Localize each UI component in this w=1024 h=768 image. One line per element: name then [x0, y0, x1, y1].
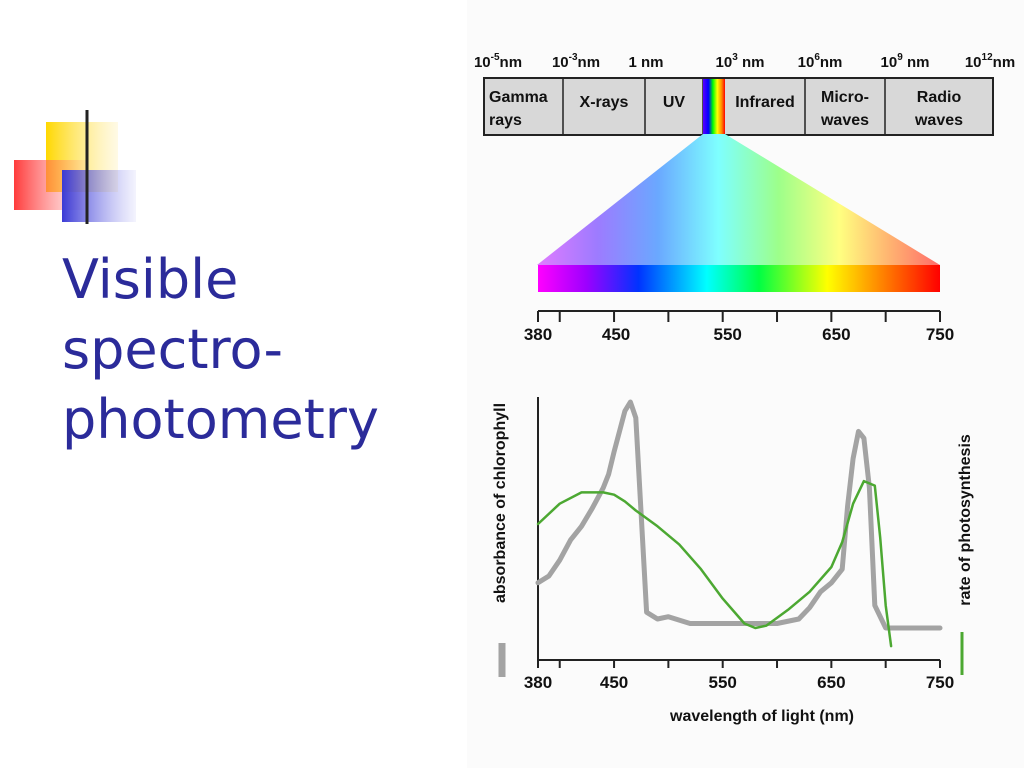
em-scale-label-3: 103 nm	[716, 52, 765, 71]
em-region-label-1: X-rays	[580, 94, 629, 111]
series-line-1	[536, 479, 893, 648]
visible-rainbow-sliver	[703, 79, 725, 134]
em-region-label-5-a: Radio	[917, 89, 962, 106]
corner-accent-decoration	[14, 110, 468, 224]
em-scale-label-2: 1 nm	[628, 54, 663, 71]
chart-left-axis-title: absorbance of chlorophyll	[492, 403, 509, 603]
em-region-label-4-a: Micro-	[821, 89, 869, 106]
em-region-label-4-b: waves	[820, 112, 869, 129]
series-line-0	[535, 399, 943, 631]
band-axis-ticks: 380 450 550 650 750	[524, 311, 954, 344]
band-tick-label-4: 750	[926, 325, 954, 344]
chart-tick-label-3: 650	[817, 673, 845, 692]
spectrum-figure: 10-5nm 10-3nm 1 nm 103 nm 106nm 109 nm 1012nm …	[467, 0, 1024, 768]
em-scale-label-0: 10-5nm	[474, 52, 522, 71]
band-tick-label-1: 450	[602, 325, 630, 344]
band-tick-label-3: 650	[822, 325, 850, 344]
band-tick-label-2: 550	[714, 325, 742, 344]
chart-tick-label-1: 450	[600, 673, 628, 692]
chart-tick-label-2: 550	[709, 673, 737, 692]
em-region-label-0-b: rays	[489, 112, 522, 129]
slide-title: Visible spectro- photometry	[62, 248, 379, 451]
band-tick-label-0: 380	[524, 325, 552, 344]
em-region-label-5-b: waves	[914, 112, 963, 129]
absorbance-chart: 380 450 550 650 750 wavelength of light (nm)…	[492, 397, 974, 725]
em-region-label-2: UV	[663, 94, 686, 111]
chart-x-ticks: 380 450 550 650 750	[524, 660, 954, 692]
chart-right-axis-title: rate of photosynthesis	[957, 434, 974, 606]
em-scale-label-4: 106nm	[798, 52, 843, 71]
chart-x-axis-title: wavelength of light (nm)	[669, 708, 854, 725]
chart-tick-label-4: 750	[926, 673, 954, 692]
visible-spectrum-band	[538, 265, 940, 292]
em-scale-label-6: 1012nm	[965, 52, 1015, 71]
visible-light-fan	[537, 134, 940, 265]
em-regions: Gamma rays X-rays UV Infrared Micro-waves Radi…	[489, 79, 994, 134]
accent-blue-square	[62, 170, 136, 222]
em-scale-label-1: 10-3nm	[552, 52, 600, 71]
em-scale-labels: 10-5nm 10-3nm 1 nm 103 nm 106nm 109 nm 1012nm	[474, 52, 1015, 71]
em-region-label-0-a: Gamma	[489, 89, 548, 106]
chart-tick-label-0: 380	[524, 673, 552, 692]
em-region-label-3: Infrared	[735, 94, 795, 111]
chart-series	[535, 399, 943, 648]
em-scale-label-5: 109 nm	[881, 52, 930, 71]
